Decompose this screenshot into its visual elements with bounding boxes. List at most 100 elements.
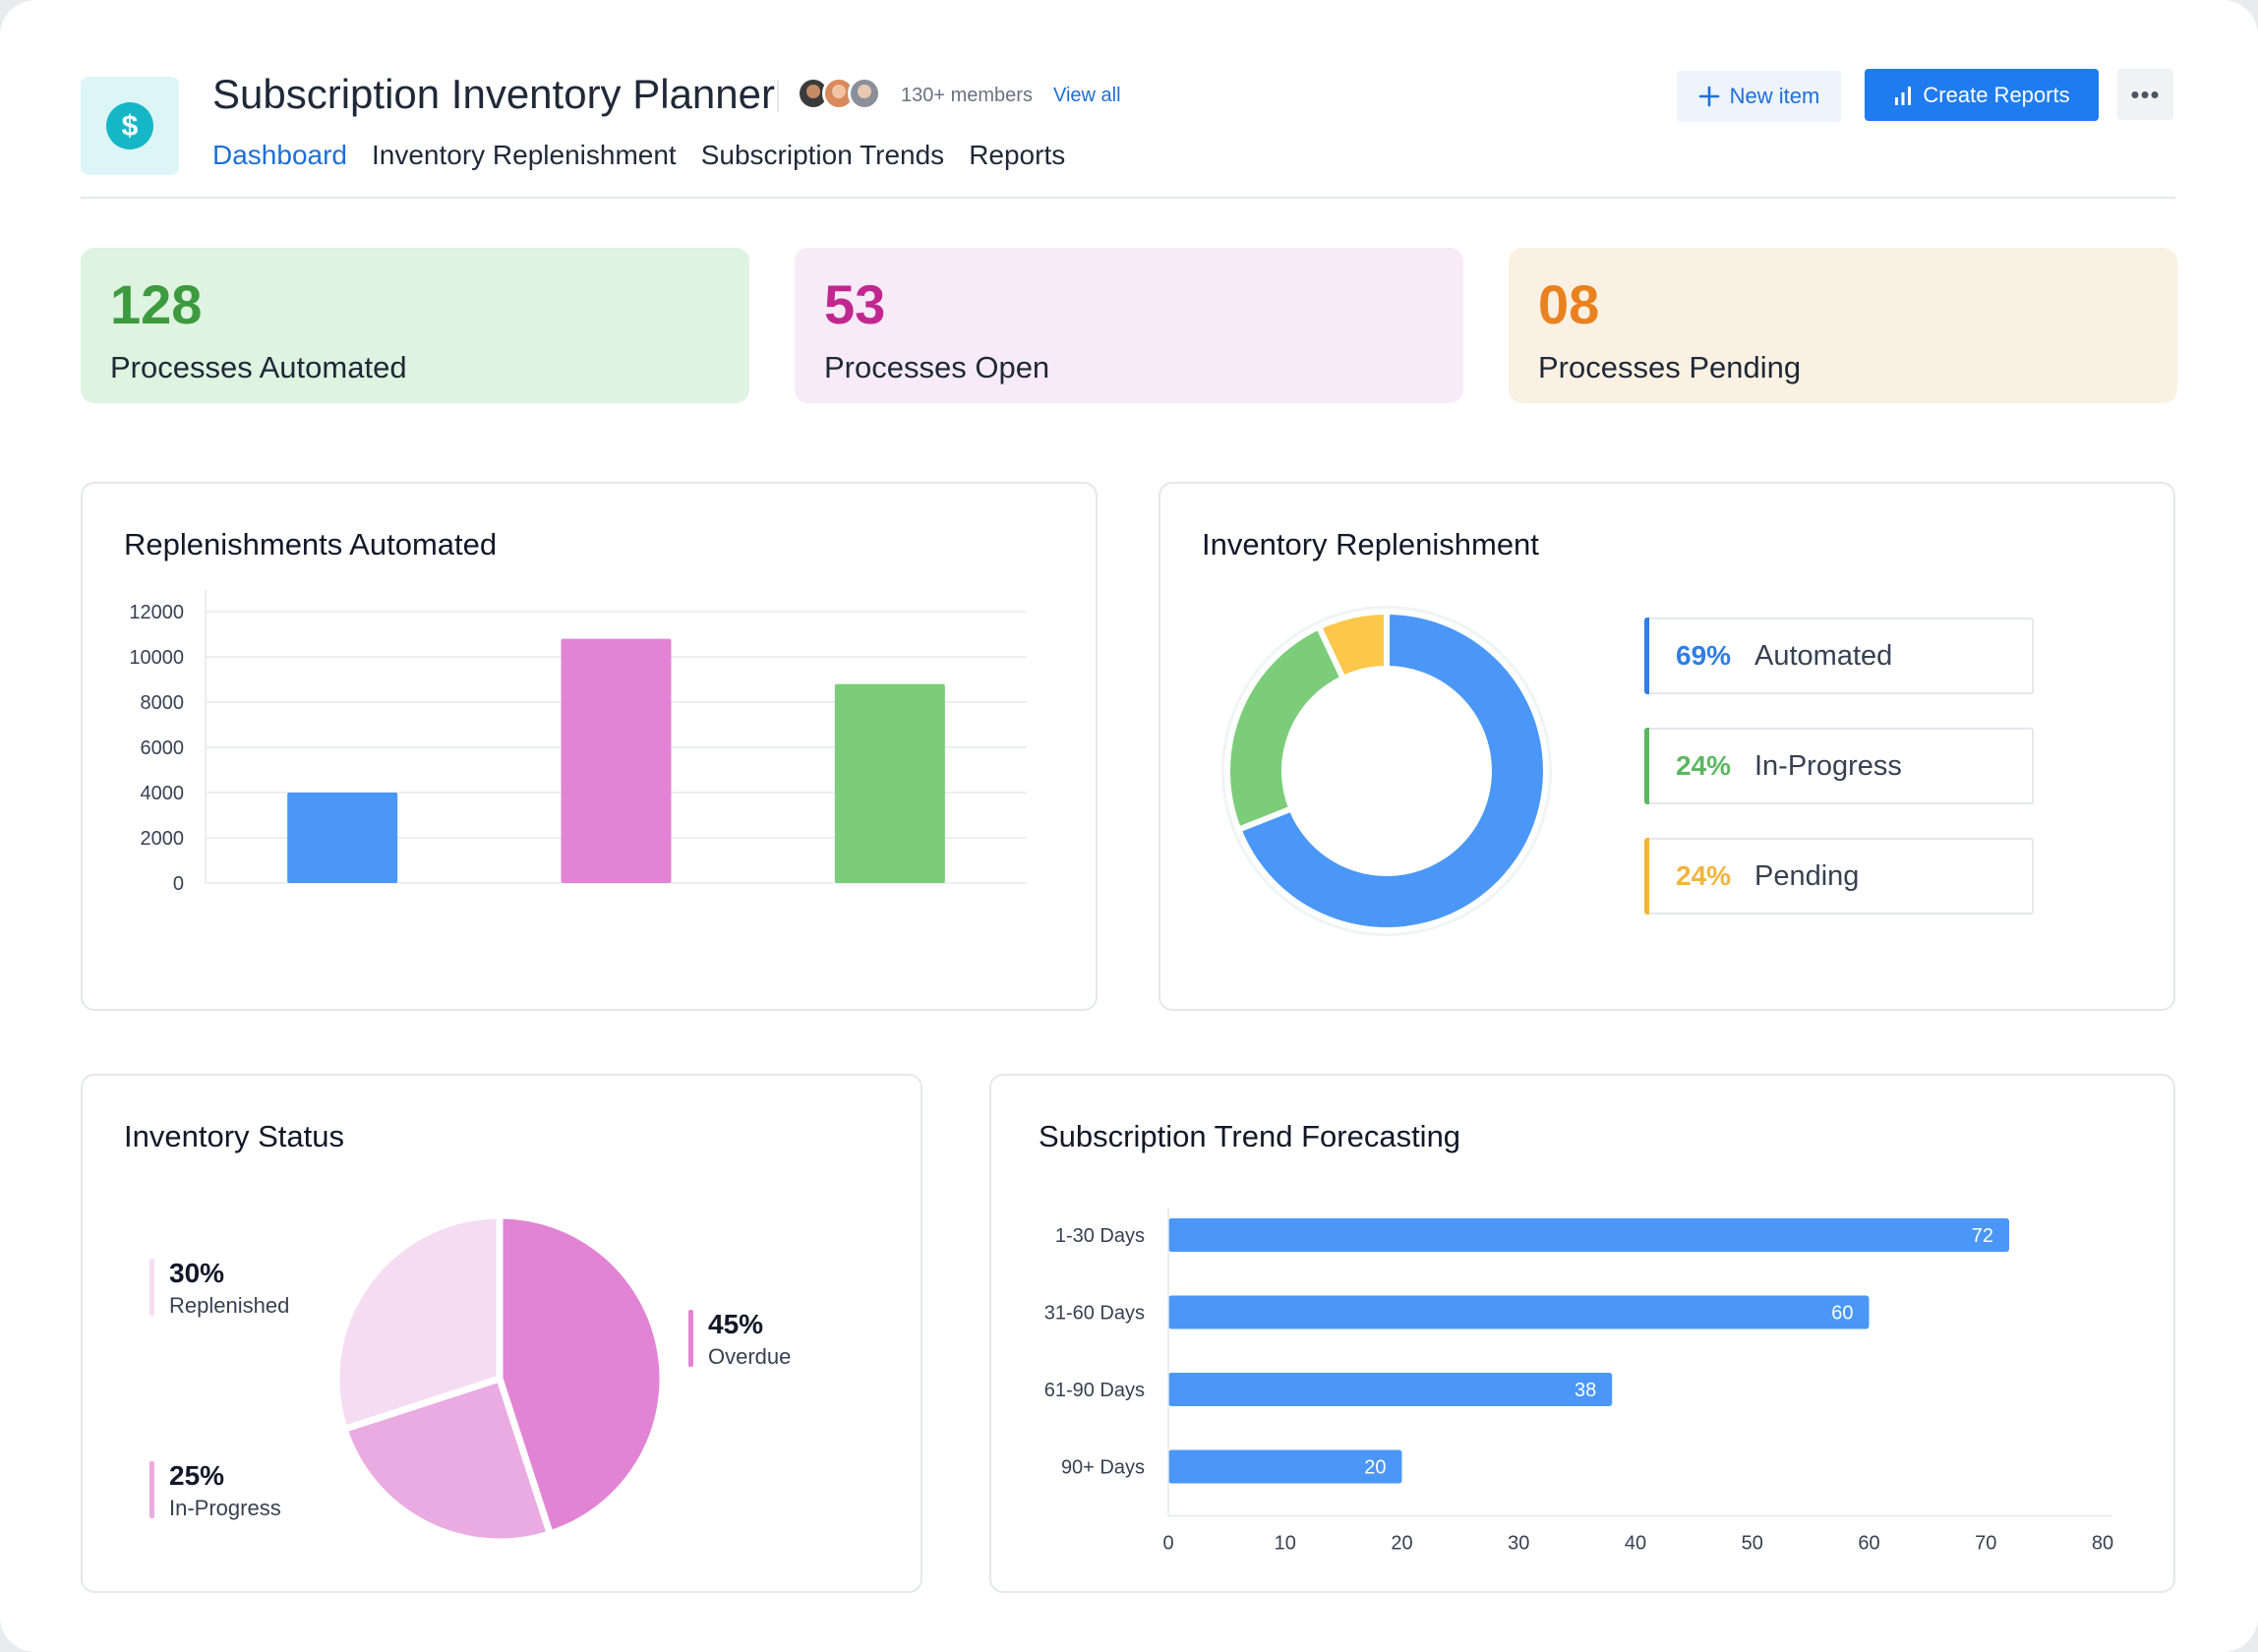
kpi-value: 128 [110,273,203,335]
pie-slice [332,1211,504,1433]
x-tick-label: 0 [1162,1533,1173,1555]
new-item-label: New item [1729,84,1820,108]
legend-label: Pending [1754,859,1860,892]
kpi-card-pending: 08 Processes Pending [1509,248,2177,403]
replenishments-bar-chart: 0 2000 4000 6000 8000 10000 12000 [129,590,1027,895]
y-tick-label: 4000 [141,783,185,804]
data-label: 72 [1972,1225,1993,1247]
legend-label: In-Progress [1754,749,1902,782]
legend-label: Automated [1754,639,1893,672]
member-avatars[interactable] [797,77,881,110]
pie-label-name: In-Progress [169,1495,281,1520]
title-divider [777,81,779,112]
donut-slice [1235,609,1549,933]
y-tick-label: 2000 [141,828,185,850]
y-tick-label: 0 [173,873,184,895]
more-options-button[interactable]: ••• [2117,69,2173,120]
bar [1168,1218,2009,1252]
pie-label-in-progress: 25% In-Progress [149,1460,281,1521]
view-all-link[interactable]: View all [1053,85,1121,106]
avatar[interactable] [848,77,881,110]
x-tick-label: 80 [2092,1533,2113,1555]
y-tick-label: 12000 [129,602,184,623]
legend-accent [1644,728,1649,804]
x-tick-label: 70 [1975,1533,1996,1555]
inventory-replenishment-panel: Inventory Replenishment 69% Automated 24… [1159,482,2175,1011]
category-label: 1-30 Days [1055,1225,1145,1247]
pie-label-name: Overdue [708,1343,792,1369]
donut-slice [1224,623,1346,833]
panel-title: Replenishments Automated [124,527,498,561]
bar [1168,1449,1402,1484]
trend-hbar-chart: 1-30 Days 72 31-60 Days 60 61-90 Days 38 90+ D… [1044,1208,2113,1555]
pie-slice [340,1375,554,1546]
x-tick-label: 10 [1275,1533,1296,1555]
pie-label-percent: 25% [169,1460,225,1491]
app-logo: $ [81,77,179,175]
tab-subscription-trends[interactable]: Subscription Trends [700,140,945,170]
replenishment-donut-chart [1221,606,1552,936]
kpi-card-automated: 128 Processes Automated [81,248,749,403]
donut-slice [1316,609,1390,681]
dollar-icon: $ [106,102,153,149]
panel-title: Inventory Replenishment [1202,527,1539,561]
data-label: 38 [1575,1380,1596,1401]
pie-label-bar [149,1259,154,1316]
data-label: 20 [1364,1457,1386,1479]
legend-pending: 24% Pending [1644,838,2034,914]
legend-percent: 24% [1676,750,1732,781]
kpi-card-open: 53 Processes Open [795,248,1463,403]
y-tick-label: 8000 [141,692,185,714]
category-label: 90+ Days [1061,1457,1145,1479]
data-label: 60 [1831,1303,1853,1325]
header-divider [81,197,2175,199]
pie-slice [496,1211,667,1538]
legend-percent: 24% [1676,860,1732,891]
legend-in-progress: 24% In-Progress [1644,728,2034,804]
x-tick-label: 30 [1508,1533,1529,1555]
y-tick-label: 6000 [141,738,185,759]
svg-text:$: $ [122,110,139,143]
tab-reports[interactable]: Reports [969,140,1066,170]
bar [834,683,945,883]
legend-accent [1644,838,1649,914]
x-tick-label: 20 [1391,1533,1412,1555]
tab-inventory-replenishment[interactable]: Inventory Replenishment [371,140,677,170]
kpi-value: 53 [824,273,886,335]
pie-label-bar [149,1461,154,1518]
members-count: 130+ members [901,85,1033,106]
panel-title: Inventory Status [124,1119,345,1153]
new-item-button[interactable]: New item [1677,71,1841,122]
nav-tabs: Dashboard Inventory Replenishment Subscr… [212,140,1065,171]
legend-accent [1644,618,1649,694]
kpi-value: 08 [1538,273,1600,335]
pie-label-percent: 45% [708,1309,764,1339]
bar [1168,1295,1870,1329]
bar [1168,1373,1613,1406]
pie-label-overdue: 45% Overdue [688,1309,792,1370]
kpi-label: Processes Open [824,350,1050,384]
inventory-status-panel: Inventory Status 30% Replenished 45% Ove… [81,1074,922,1593]
app-title: Subscription Inventory Planner [212,71,775,117]
replenishments-panel: Replenishments Automated 0 2000 4000 6000 80… [81,482,1098,1011]
x-tick-label: 60 [1858,1533,1879,1555]
legend-percent: 69% [1676,640,1732,671]
y-tick-label: 10000 [129,647,184,669]
legend-automated: 69% Automated [1644,618,2034,694]
more-icon: ••• [2130,79,2161,109]
create-reports-button[interactable]: Create Reports [1865,69,2099,121]
bar [287,793,398,883]
trend-forecast-panel: Subscription Trend Forecasting 1-30 Days… [989,1074,2175,1593]
plus-icon [1698,86,1719,107]
kpi-label: Processes Pending [1538,350,1802,384]
inventory-status-pie-chart [332,1211,667,1546]
panel-title: Subscription Trend Forecasting [1039,1119,1461,1153]
pie-label-replenished: 30% Replenished [149,1258,289,1319]
tab-dashboard[interactable]: Dashboard [212,140,347,170]
x-tick-label: 50 [1742,1533,1763,1555]
create-reports-label: Create Reports [1923,82,2070,107]
pie-label-percent: 30% [169,1258,225,1288]
pie-label-bar [688,1310,693,1367]
category-label: 31-60 Days [1044,1303,1145,1325]
